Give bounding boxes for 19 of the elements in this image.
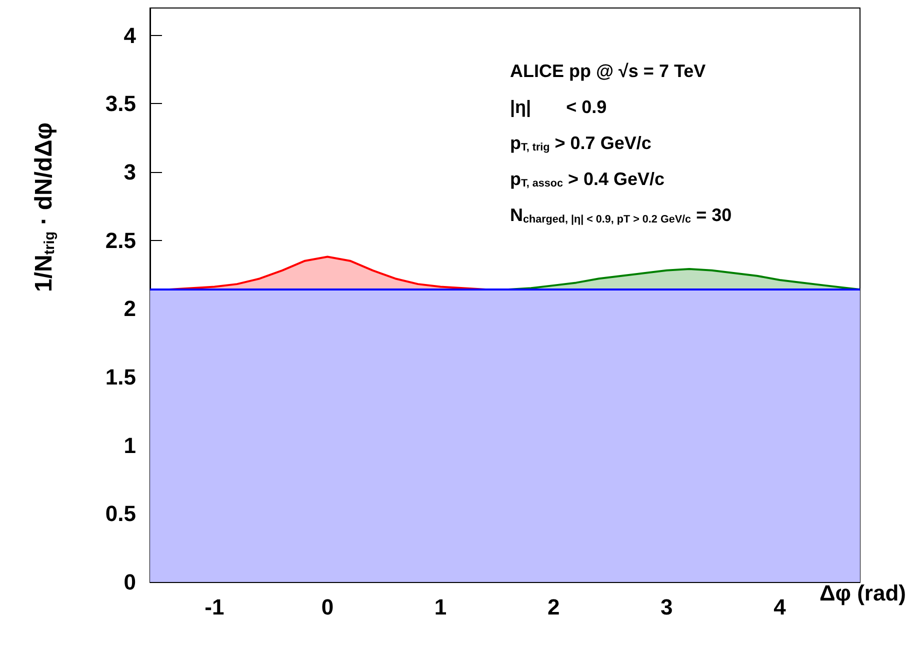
y-tick-label: 0.5 [105,501,136,526]
x-tick-label: 1 [434,594,447,620]
y-tick-label: 3 [124,160,136,184]
annotation: ALICE pp @ √s = 7 TeV [510,61,706,81]
annotation: |η| < 0.9 [510,97,607,117]
x-tick-label: -1 [204,594,224,620]
x-axis-title: Δφ (rad) [819,580,906,606]
y-tick-label: 1.5 [105,364,136,390]
y-axis-title: 1/Ntrig · dN/dΔφ [30,122,58,292]
x-tick-label: 4 [774,594,787,620]
y-tick-label: 2 [124,296,136,322]
y-tick-label: 1 [124,432,136,458]
y-tick-label: 3.5 [105,91,136,116]
y-tick-label: 2.5 [105,228,136,253]
y-tick-label: 0 [124,570,136,594]
x-tick-label: 3 [660,594,673,620]
y-tick-label: 4 [124,22,137,48]
x-tick-label: 2 [547,594,560,620]
x-tick-label: 0 [321,594,334,620]
